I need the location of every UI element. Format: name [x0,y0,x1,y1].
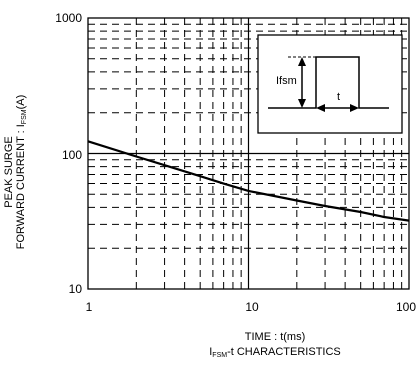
y-axis-label-line1: PEAK SURGE [3,136,15,208]
pulse-waveform [268,56,389,109]
inset-ifsm-label: Ifsm [276,75,297,87]
pulse-inset: Ifsm t [257,34,403,134]
inset-box [257,34,403,134]
y-tick-100: 100 [62,148,82,162]
x-tick-10: 10 [245,300,259,314]
x-tick-1: 1 [86,300,93,314]
y-tick-1000: 1000 [55,11,82,25]
ifsm-arrow-head-down [298,99,306,108]
plot-frame [87,17,410,290]
x-tick-100: 100 [396,300,416,314]
t-arrow-head-right [350,104,359,112]
inset-t-label: t [337,91,340,103]
y-axis-label: PEAK SURGE FORWARD CURRENT : IFSM(A) [3,82,31,262]
chart-caption: IFSM-t CHARACTERISTICS [209,346,341,359]
x-axis-label: TIME : t(ms) [244,331,306,343]
t-arrow-head-left [316,104,325,112]
series-line [87,140,410,222]
ifsm-arrow-head-up [298,57,306,66]
y-tick-10: 10 [69,282,83,296]
grid-lines [88,18,409,289]
y-axis-label-line2: FORWARD CURRENT : IFSM(A) [15,94,28,250]
